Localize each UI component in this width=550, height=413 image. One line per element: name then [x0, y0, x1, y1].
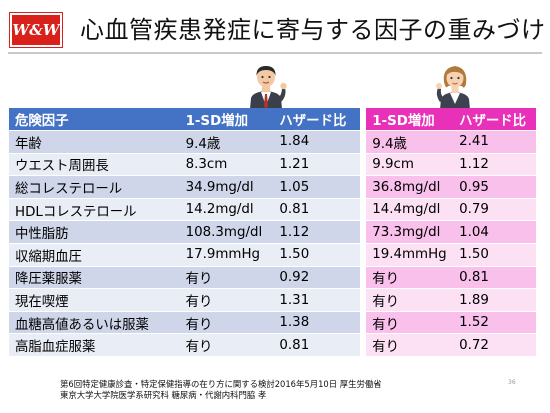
cell-male-hazard-ratio: 1.50 — [273, 243, 361, 267]
table-row: 総コレステロール 34.9mg/dl 1.05 36.8mg/dl 0.95 — [9, 175, 536, 199]
cell-risk-factor: 現在喫煙 — [9, 288, 180, 312]
cell-risk-factor: 総コレステロール — [9, 175, 180, 199]
table-body: 年齢 9.4歳 1.84 9.4歳 2.41 ウエスト周囲長 8.3cm 1.21 9.9cm 1… — [9, 130, 536, 358]
cell-male-1sd: 34.9mg/dl — [179, 175, 274, 199]
cell-male-hazard-ratio: 0.81 — [273, 333, 361, 358]
cell-male-hazard-ratio: 1.84 — [273, 130, 361, 154]
cell-male-hazard-ratio: 1.31 — [273, 288, 361, 312]
cell-female-hazard-ratio: 1.52 — [453, 311, 536, 335]
cell-male-1sd: 9.4歳 — [179, 130, 274, 154]
cell-female-hazard-ratio: 0.72 — [453, 333, 536, 358]
column-gap — [360, 130, 367, 154]
cell-risk-factor: HDLコレステロール — [9, 198, 180, 222]
cell-male-hazard-ratio: 1.05 — [273, 175, 361, 199]
cell-male-1sd: 有り — [179, 266, 274, 290]
cell-female-hazard-ratio: 0.95 — [453, 175, 536, 199]
cell-female-1sd: 有り — [366, 333, 454, 358]
logo: W&W — [10, 13, 62, 47]
column-gap — [360, 108, 367, 132]
cell-female-hazard-ratio: 0.79 — [453, 198, 536, 222]
cell-female-1sd: 9.4歳 — [366, 130, 454, 154]
header-risk-factor: 危険因子 — [9, 108, 180, 132]
table-row: 中性脂肪 108.3mg/dl 1.12 73.3mg/dl 1.04 — [9, 220, 536, 245]
cell-female-1sd: 73.3mg/dl — [366, 220, 454, 245]
cell-male-hazard-ratio: 0.81 — [273, 198, 361, 222]
column-gap — [360, 175, 367, 199]
cell-risk-factor: 高脂血症服薬 — [9, 333, 180, 358]
cell-male-hazard-ratio: 1.38 — [273, 311, 361, 335]
citation-line-1: 第6回特定健康診査・特定保健指導の在り方に関する検討2016年5月10日 厚生労… — [60, 379, 382, 389]
column-gap — [360, 243, 367, 267]
cell-risk-factor: 降圧薬服薬 — [9, 266, 180, 290]
cell-male-1sd: 有り — [179, 311, 274, 335]
cell-female-hazard-ratio: 1.89 — [453, 288, 536, 312]
cell-female-1sd: 14.4mg/dl — [366, 198, 454, 222]
header-male-hazard-ratio: ハザード比 — [273, 108, 361, 132]
column-gap — [360, 288, 367, 312]
table-row: 血糖高値あるいは服薬 有り 1.38 有り 1.52 — [9, 311, 536, 335]
slide-title: 心血管疾患発症に寄与する因子の重みづけ — [80, 16, 546, 44]
cell-risk-factor: 血糖高値あるいは服薬 — [9, 311, 180, 335]
column-gap — [360, 220, 367, 245]
table-row: 高脂血症服薬 有り 0.81 有り 0.72 — [9, 333, 536, 358]
column-gap — [360, 333, 367, 358]
cell-female-1sd: 有り — [366, 266, 454, 290]
cell-female-hazard-ratio: 2.41 — [453, 130, 536, 154]
cell-male-hazard-ratio: 0.92 — [273, 266, 361, 290]
page-number: 36 — [508, 379, 516, 386]
table-row: HDLコレステロール 14.2mg/dl 0.81 14.4mg/dl 0.79 — [9, 198, 536, 222]
cell-female-hazard-ratio: 1.50 — [453, 243, 536, 267]
cell-male-1sd: 有り — [179, 288, 274, 312]
column-gap — [360, 311, 367, 335]
table-header-row: 危険因子 1-SD増加 ハザード比 1-SD増加 ハザード比 — [9, 108, 536, 132]
cell-male-1sd: 8.3cm — [179, 153, 274, 177]
cell-male-1sd: 17.9mmHg — [179, 243, 274, 267]
cell-female-1sd: 9.9cm — [366, 153, 454, 177]
table-row: 現在喫煙 有り 1.31 有り 1.89 — [9, 288, 536, 312]
citation-line-2: 東京大学大学院医学系研究科 糖尿病・代謝内科門脇 孝 — [60, 390, 267, 400]
cell-female-1sd: 36.8mg/dl — [366, 175, 454, 199]
title-divider — [8, 52, 542, 54]
table-row: 降圧薬服薬 有り 0.92 有り 0.81 — [9, 266, 536, 290]
cell-female-1sd: 19.4mmHg — [366, 243, 454, 267]
cell-female-hazard-ratio: 1.04 — [453, 220, 536, 245]
cell-male-hazard-ratio: 1.12 — [273, 220, 361, 245]
cell-male-1sd: 有り — [179, 333, 274, 358]
cell-female-hazard-ratio: 1.12 — [453, 153, 536, 177]
table-row: 年齢 9.4歳 1.84 9.4歳 2.41 — [9, 130, 536, 154]
cell-risk-factor: 収縮期血圧 — [9, 243, 180, 267]
cell-female-1sd: 有り — [366, 288, 454, 312]
header-female-hazard-ratio: ハザード比 — [453, 108, 536, 132]
header-female-1sd: 1-SD増加 — [366, 108, 454, 132]
cell-male-hazard-ratio: 1.21 — [273, 153, 361, 177]
cell-male-1sd: 108.3mg/dl — [179, 220, 274, 245]
source-citation: 第6回特定健康診査・特定保健指導の在り方に関する検討2016年5月10日 厚生労… — [60, 379, 382, 401]
table-row: ウエスト周囲長 8.3cm 1.21 9.9cm 1.12 — [9, 153, 536, 177]
cell-risk-factor: 中性脂肪 — [9, 220, 180, 245]
table-row: 収縮期血圧 17.9mmHg 1.50 19.4mmHg 1.50 — [9, 243, 536, 267]
column-gap — [360, 153, 367, 177]
cell-risk-factor: ウエスト周囲長 — [9, 153, 180, 177]
cell-risk-factor: 年齢 — [9, 130, 180, 154]
header-male-1sd: 1-SD増加 — [179, 108, 274, 132]
column-gap — [360, 266, 367, 290]
cell-female-hazard-ratio: 0.81 — [453, 266, 536, 290]
cell-female-1sd: 有り — [366, 311, 454, 335]
risk-factor-table: 危険因子 1-SD増加 ハザード比 1-SD増加 ハザード比 年齢 9.4歳 1.8… — [9, 108, 536, 358]
column-gap — [360, 198, 367, 222]
cell-male-1sd: 14.2mg/dl — [179, 198, 274, 222]
